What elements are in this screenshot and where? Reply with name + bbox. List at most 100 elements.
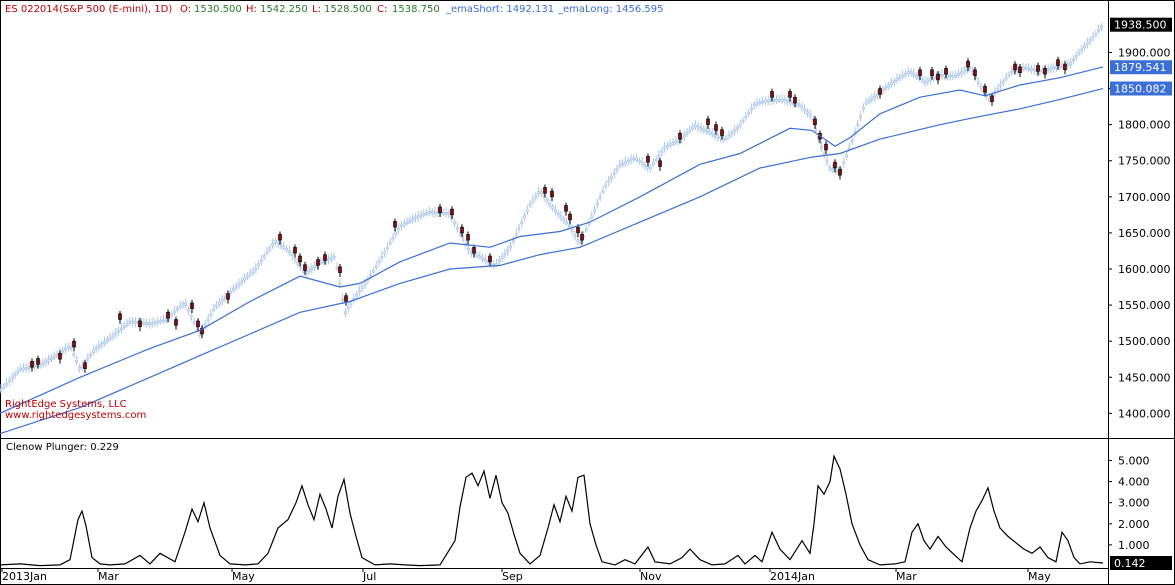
candle-body [716,135,720,138]
candle-body [402,222,406,226]
candle-body [671,142,675,145]
candle-up [447,209,451,218]
candle-body [699,127,703,130]
candle-up [416,211,420,222]
candle-down [720,126,724,140]
candle-body [36,358,40,365]
candle-up [540,188,543,198]
candle-body [0,388,3,392]
candle-up [562,215,566,224]
candle-body [564,205,568,212]
candle-body [752,103,756,107]
candle-body [646,165,650,169]
ema-short-line [0,66,1104,414]
candle-body [30,361,34,368]
candle-body [1056,59,1060,66]
candle-down [450,206,454,220]
candle-body [909,70,913,74]
candle-up [640,157,644,168]
candle-body [932,76,935,80]
candle-body [730,132,734,135]
candle-body [727,134,731,138]
candle-up [234,281,238,292]
candle-body [543,187,547,194]
open-label: O: [180,4,191,15]
candle-body [559,215,563,219]
candle-body [775,98,778,102]
indicator-y-tick-label: 1.000 [1118,539,1150,552]
candle-body [313,265,317,268]
candle-up [413,212,417,223]
candle-body [150,322,154,325]
candle-up [422,208,426,219]
candle-body [455,227,459,230]
candle-up [666,141,669,151]
candle-body [610,176,613,179]
candle-up [551,203,554,212]
candle-body [240,280,244,284]
last-price-badge-bg [1110,17,1172,32]
candle-up [884,82,888,92]
candle-body [500,256,504,259]
candle-body [512,239,515,243]
candle-up [626,157,630,167]
indicator-value-badge-bg [1110,556,1172,571]
candle-body [517,227,521,231]
candle-body [1086,42,1089,45]
price-y-tick-label: 1900.000 [1118,46,1171,59]
candle-body [189,314,193,318]
candle-up [1074,50,1078,61]
candle-body [632,157,636,160]
candle-body [663,146,666,150]
candle-body [534,195,538,198]
candle-body [923,80,927,84]
candle-body [643,163,647,167]
candle-body [761,100,764,104]
candle-body [649,166,652,170]
candle-body [298,255,302,263]
candle-up [596,198,599,209]
candle-body [926,79,930,83]
candle-body [397,227,401,231]
candle-body [750,107,753,111]
candle-up [523,212,526,222]
candle-up [873,91,876,102]
candle-up [906,66,910,78]
candle-up [240,277,244,287]
candle-down [824,141,828,155]
candle-body [736,126,739,130]
candle-down [472,244,476,258]
candle-body [475,254,479,257]
candle-body [380,255,384,259]
candle-body [1069,62,1072,65]
candle-up [962,65,966,77]
candle-up [814,123,818,133]
candle-body [94,347,98,350]
candle-body [705,129,708,133]
candle-down [568,211,572,225]
candle-up [744,111,748,121]
price-y-tick-label: 1700.000 [1118,191,1171,204]
candle-body [584,228,588,232]
candle-up [321,256,325,266]
candle-up [593,205,596,216]
candle-up [741,117,745,125]
candle-up [909,68,913,78]
candle-body [962,69,966,73]
candle-up [565,217,568,226]
candle-body [618,164,622,167]
candle-up [453,219,457,228]
candle-body [901,74,904,78]
candle-body [797,103,801,107]
candle-body [374,265,378,268]
candle-body [906,71,910,74]
candle-up [856,119,860,130]
candle-up [778,94,781,104]
candle-up [175,305,179,313]
candle-up [161,314,165,325]
candle-body [371,270,375,273]
candle-body [1058,65,1061,69]
candle-up [556,209,560,219]
candle-body [259,259,263,262]
candle-up [408,215,412,225]
